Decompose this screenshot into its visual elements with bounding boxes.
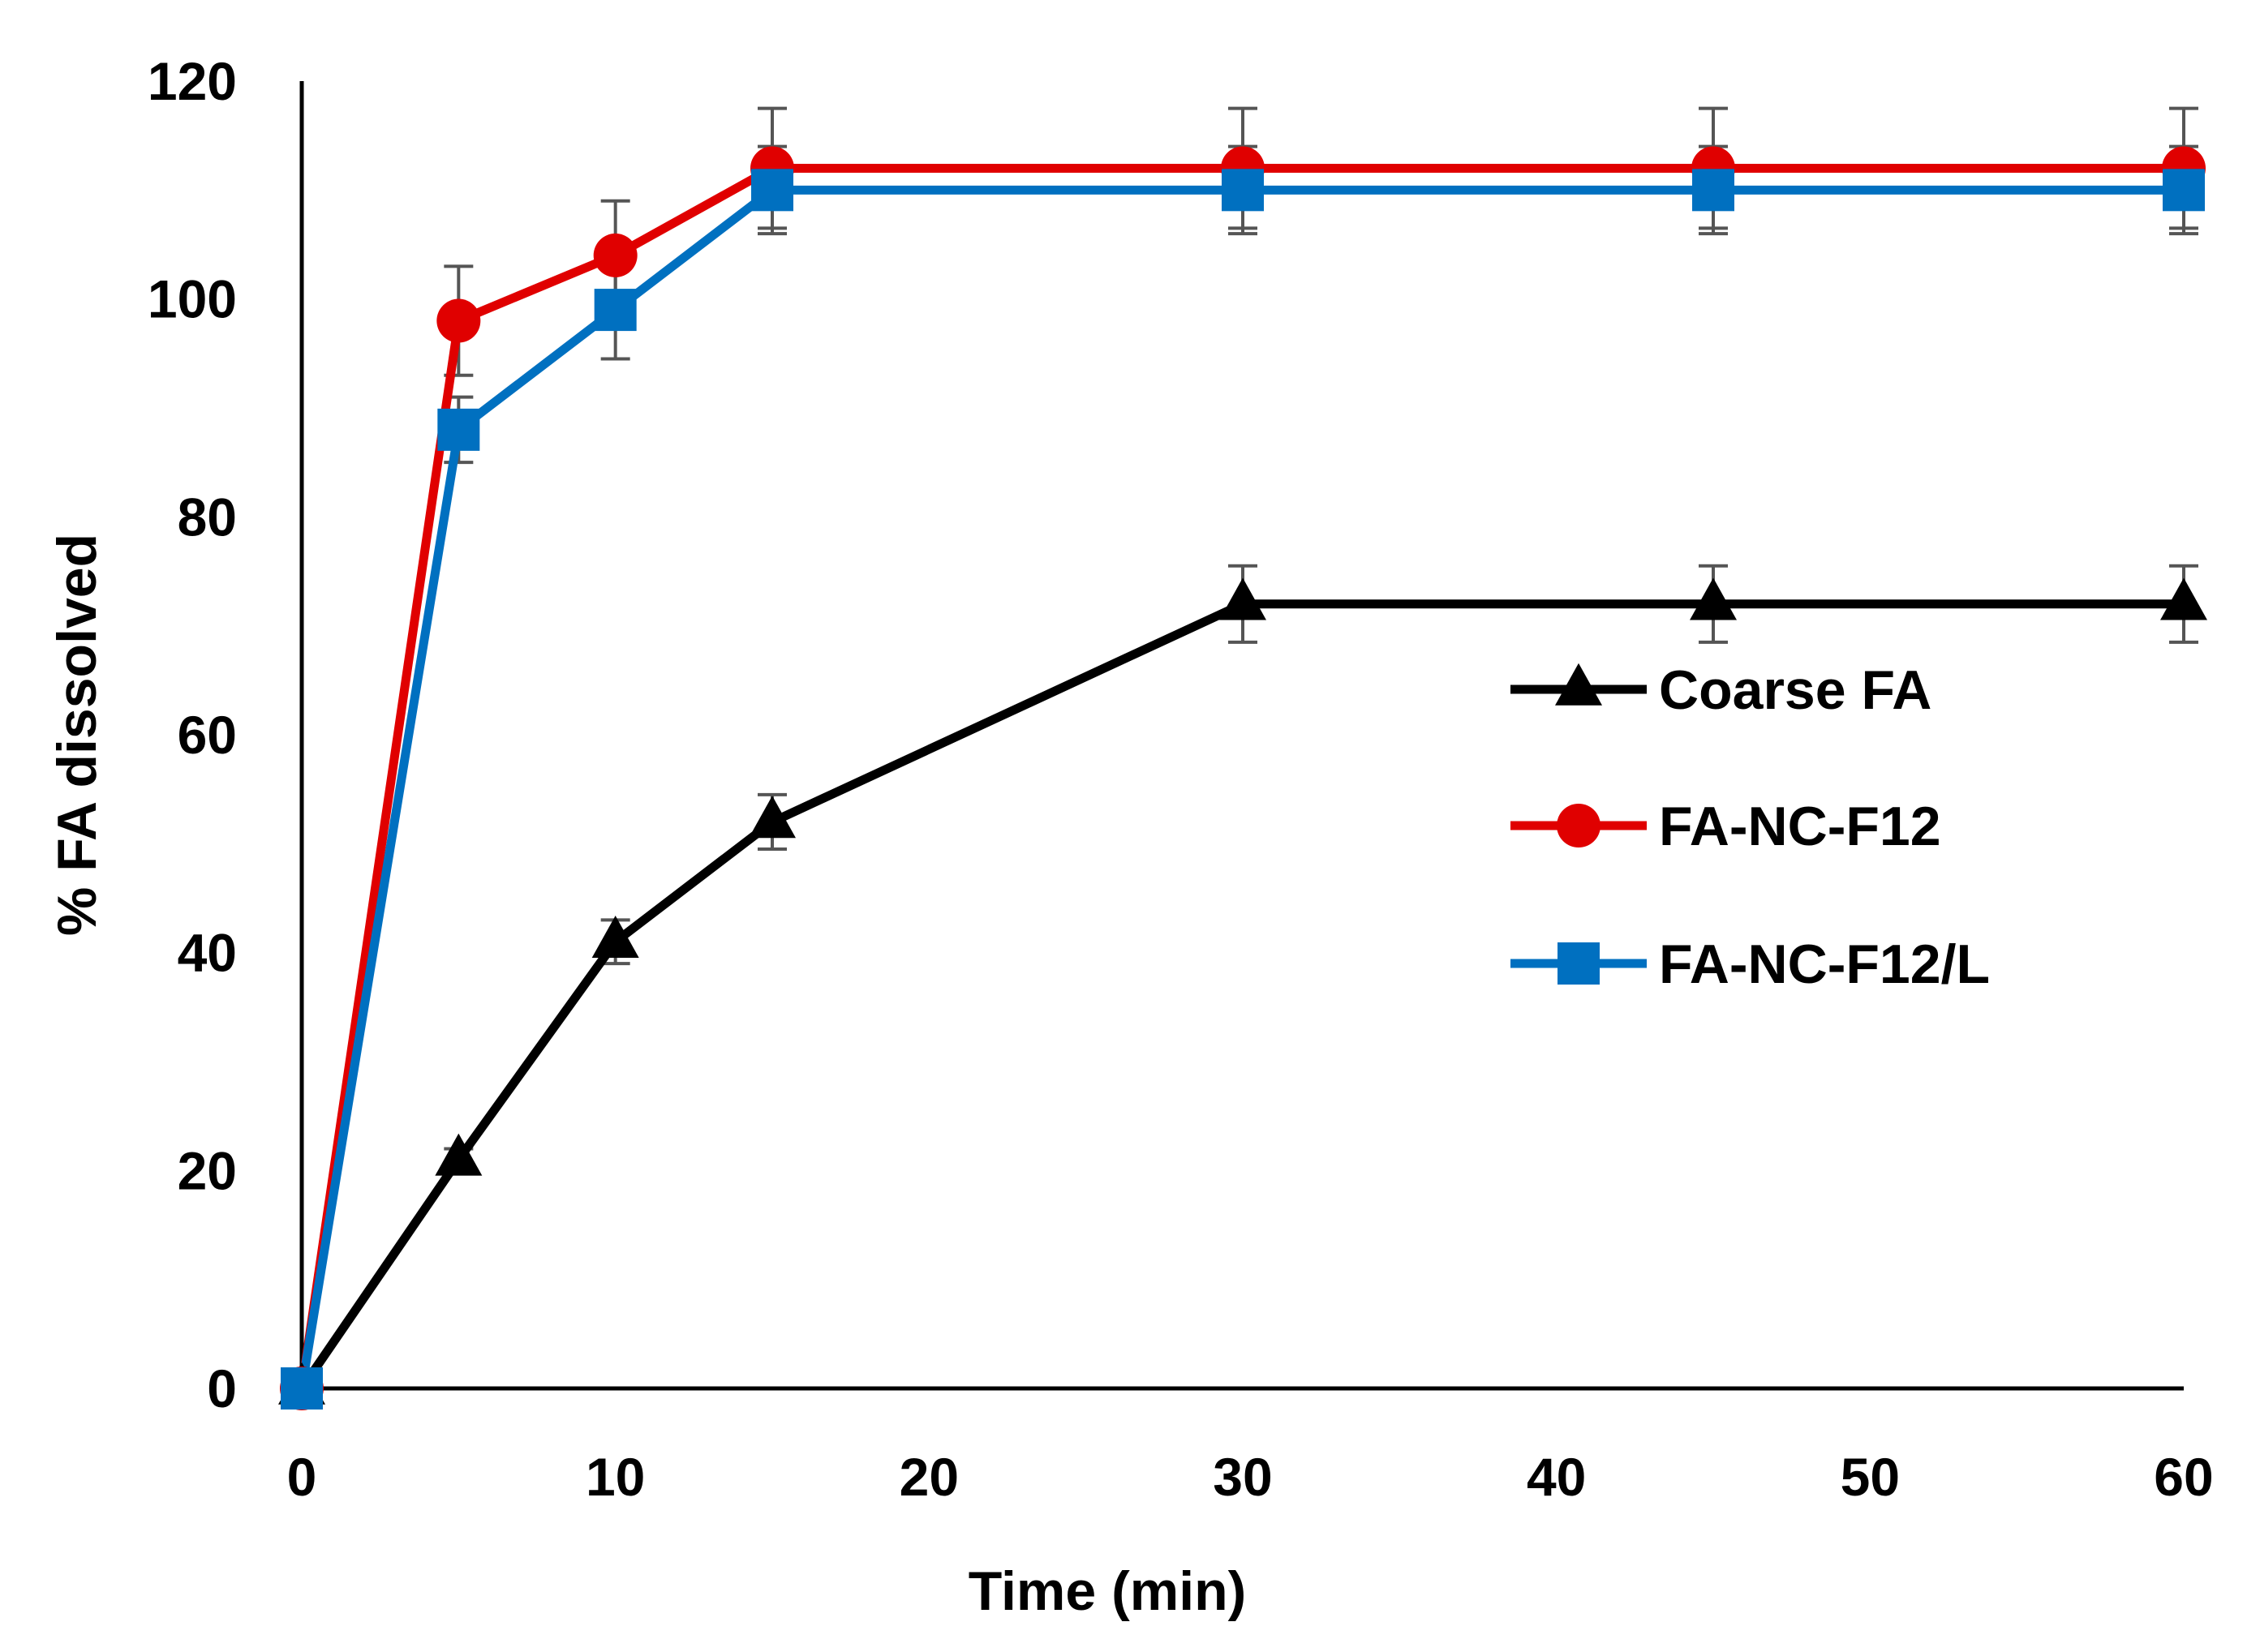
data-point-square xyxy=(1222,169,1264,212)
y-tick-label: 80 xyxy=(178,487,237,547)
y-tick-label: 0 xyxy=(207,1358,237,1418)
data-point-triangle xyxy=(2160,577,2207,620)
data-point-square xyxy=(2163,169,2205,212)
legend-marker-circle xyxy=(1557,804,1600,847)
x-tick-label: 20 xyxy=(900,1447,959,1507)
x-tick-label: 60 xyxy=(2154,1447,2213,1507)
legend: Coarse FA FA-NC-F12 FA-NC-F12/L xyxy=(1510,659,1990,995)
data-point-triangle xyxy=(435,1133,483,1176)
legend-label: FA-NC-F12/L xyxy=(1659,933,1990,995)
y-tick-label: 100 xyxy=(148,269,237,329)
data-point-triangle xyxy=(1690,577,1737,620)
data-point-square xyxy=(437,408,480,451)
data-point-triangle xyxy=(1219,577,1266,620)
x-tick-label: 0 xyxy=(287,1447,317,1507)
x-tick-label: 40 xyxy=(1527,1447,1586,1507)
legend-marker-triangle xyxy=(1555,663,1602,706)
legend-label: FA-NC-F12 xyxy=(1659,796,1941,857)
y-tick-label: 40 xyxy=(178,923,237,983)
data-point-square xyxy=(281,1367,323,1410)
x-tick-label: 50 xyxy=(1841,1447,1900,1507)
series-line-1 xyxy=(298,599,2184,1392)
data-point-square xyxy=(594,289,637,332)
x-axis-title: Time (min) xyxy=(969,1560,1247,1622)
x-tick-label: 10 xyxy=(586,1447,645,1507)
legend-marker-square xyxy=(1558,942,1600,985)
y-tick-label: 20 xyxy=(178,1140,237,1200)
data-point-square xyxy=(751,169,793,212)
data-point-triangle xyxy=(591,915,639,958)
data-point-circle xyxy=(593,233,638,277)
series-line-3 xyxy=(297,185,2184,1389)
series-markers xyxy=(278,146,2207,1410)
tick-labels: 0 20 40 60 80 100 120 0 10 20 30 40 50 60 xyxy=(148,51,2214,1507)
data-point-triangle xyxy=(749,796,796,839)
y-tick-label: 120 xyxy=(148,51,237,111)
y-axis-title: % FA dissolved xyxy=(46,534,108,936)
series-lines xyxy=(297,163,2184,1392)
y-tick-label: 60 xyxy=(178,705,237,765)
axes xyxy=(299,81,2184,1391)
data-point-circle xyxy=(436,298,481,343)
data-point-square xyxy=(1692,169,1734,212)
legend-label: Coarse FA xyxy=(1659,659,1931,721)
x-tick-label: 30 xyxy=(1213,1447,1272,1507)
error-bars xyxy=(444,106,2198,1173)
series-line-2 xyxy=(297,163,2184,1389)
